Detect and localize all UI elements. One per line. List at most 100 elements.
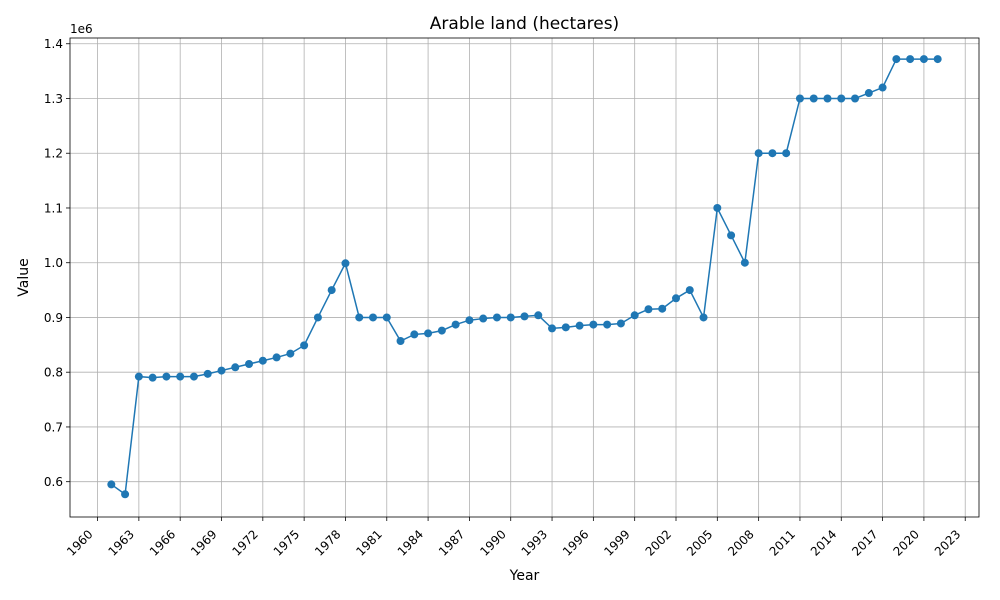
- x-tick-label: 2020: [891, 527, 922, 558]
- data-point: [699, 313, 708, 322]
- data-point: [575, 321, 584, 330]
- data-point: [740, 258, 749, 267]
- data-point: [919, 55, 928, 64]
- data-point: [823, 94, 832, 103]
- y-tick-label: 0.8: [44, 366, 63, 380]
- x-tick-label: 1975: [271, 527, 302, 558]
- data-point: [148, 373, 157, 382]
- data-point: [506, 313, 515, 322]
- series-line: [110, 58, 938, 496]
- data-point: [589, 320, 598, 329]
- data-point: [685, 286, 694, 295]
- x-tick-label: 1978: [312, 527, 343, 558]
- series: [107, 55, 942, 499]
- data-point: [245, 359, 254, 368]
- y-axis-ticks: 0.6 0.7 0.8 0.9 1.0 1.1 1.2 1.3 1.4: [44, 37, 70, 489]
- grid: [70, 38, 979, 517]
- y-tick-label: 0.9: [44, 311, 63, 325]
- data-point: [878, 83, 887, 92]
- x-tick-label: 1999: [601, 527, 632, 558]
- x-tick-label: 1990: [477, 527, 508, 558]
- y-tick-label: 1.4: [44, 37, 63, 51]
- data-point: [134, 372, 143, 381]
- data-point: [258, 356, 267, 365]
- data-point: [341, 259, 350, 268]
- x-tick-label: 1993: [519, 527, 550, 558]
- data-point: [465, 316, 474, 325]
- x-tick-label: 2011: [767, 527, 798, 558]
- data-point: [795, 94, 804, 103]
- data-point: [782, 149, 791, 158]
- data-point: [534, 311, 543, 320]
- data-point: [369, 313, 377, 322]
- data-point: [272, 353, 281, 362]
- x-tick-label: 2008: [725, 527, 756, 558]
- x-tick-label: 1984: [395, 527, 426, 558]
- data-point: [121, 490, 130, 499]
- plot-frame: [69, 37, 980, 518]
- data-point: [906, 55, 915, 64]
- data-point: [437, 326, 446, 335]
- data-point: [451, 320, 460, 329]
- x-axis-label: Year: [509, 568, 540, 584]
- data-point: [837, 94, 846, 103]
- x-tick-label: 2005: [684, 527, 715, 558]
- x-tick-label: 1996: [560, 527, 591, 558]
- x-tick-label: 2023: [932, 527, 963, 558]
- data-point: [189, 372, 198, 381]
- data-point: [603, 320, 612, 329]
- y-tick-label: 1.1: [44, 201, 63, 215]
- data-point: [520, 312, 529, 321]
- data-point: [327, 286, 336, 295]
- data-point: [616, 319, 625, 328]
- data-point: [176, 372, 185, 381]
- x-tick-label: 2002: [643, 527, 674, 558]
- y-tick-label: 0.7: [44, 420, 63, 434]
- y-tick-label: 1.3: [44, 92, 63, 106]
- x-tick-label: 1963: [105, 527, 136, 558]
- data-point: [727, 231, 736, 240]
- data-point: [410, 330, 419, 339]
- x-tick-label: 1981: [353, 527, 384, 558]
- data-point: [561, 323, 570, 332]
- data-point: [933, 55, 942, 64]
- data-point: [203, 369, 212, 378]
- data-point: [396, 337, 405, 346]
- x-tick-label: 1987: [436, 527, 467, 558]
- y-tick-label: 1.0: [44, 256, 63, 270]
- data-point: [658, 304, 667, 313]
- data-point: [864, 89, 873, 98]
- x-axis-ticks: 1960 1963 1966 1969 1972 1975 1978 1981 1984 1987…: [64, 517, 966, 559]
- x-tick-label: 1960: [64, 527, 95, 558]
- chart-title: Arable land (hectares): [430, 14, 619, 34]
- data-point: [754, 149, 763, 158]
- data-point: [107, 480, 116, 489]
- x-tick-label: 1966: [147, 527, 178, 558]
- data-point: [479, 314, 488, 323]
- x-tick-label: 1972: [229, 527, 260, 558]
- data-point: [382, 313, 391, 322]
- data-point: [355, 313, 364, 322]
- data-point: [644, 305, 653, 314]
- data-point: [492, 313, 501, 322]
- data-point: [424, 329, 433, 338]
- y-axis-offset-text: 1e6: [70, 22, 93, 36]
- data-point: [313, 313, 322, 322]
- data-point: [231, 363, 240, 372]
- x-tick-label: 1969: [188, 527, 219, 558]
- x-tick-label: 2014: [808, 527, 839, 558]
- data-point: [713, 203, 722, 212]
- y-tick-label: 1.2: [44, 147, 63, 161]
- data-point: [162, 372, 171, 381]
- data-point: [300, 341, 309, 350]
- data-point: [672, 294, 680, 303]
- data-point: [286, 349, 295, 358]
- data-point: [851, 94, 860, 103]
- y-tick-label: 0.6: [44, 475, 63, 489]
- data-point: [548, 324, 557, 333]
- data-point: [768, 149, 777, 158]
- data-point: [217, 366, 226, 375]
- data-point: [892, 55, 901, 64]
- data-point: [630, 311, 639, 320]
